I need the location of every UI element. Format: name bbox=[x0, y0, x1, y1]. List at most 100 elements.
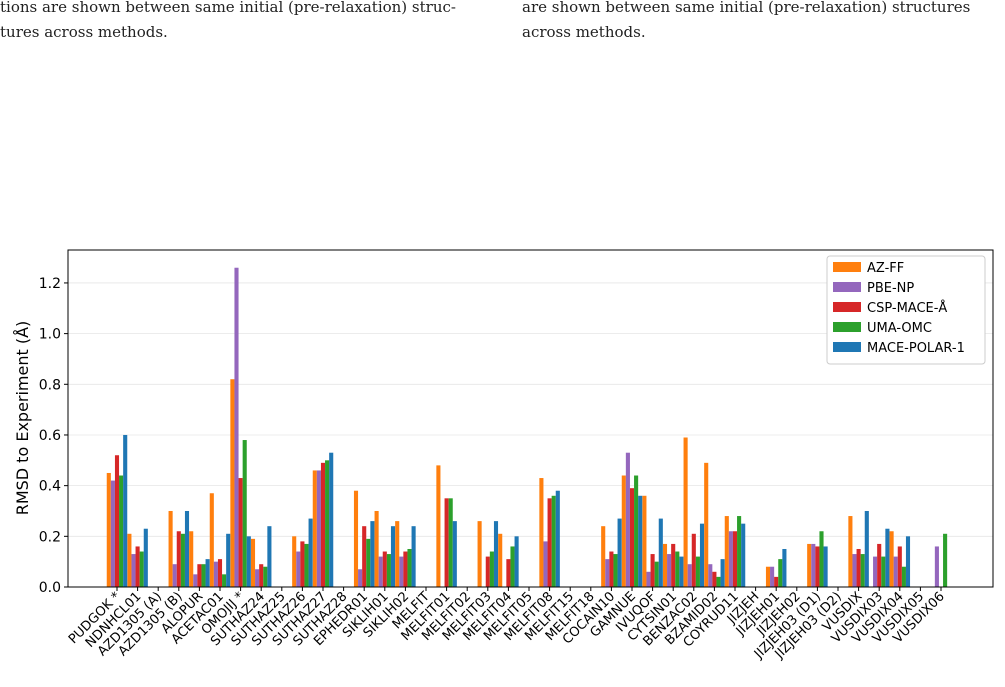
bar bbox=[292, 536, 297, 587]
y-tick-label: 0.2 bbox=[39, 529, 61, 545]
caption-line: tures across methods. bbox=[0, 23, 168, 41]
bar bbox=[807, 543, 812, 587]
bar bbox=[250, 538, 256, 587]
bar bbox=[625, 452, 630, 587]
bar bbox=[217, 559, 223, 587]
legend-box bbox=[826, 255, 986, 365]
bar bbox=[127, 533, 132, 587]
bar bbox=[131, 554, 136, 587]
bar bbox=[353, 490, 359, 587]
bar bbox=[390, 526, 396, 587]
legend-label: PBE-NP bbox=[867, 281, 914, 296]
bar bbox=[539, 478, 544, 587]
bar bbox=[514, 536, 519, 587]
bar bbox=[201, 564, 206, 587]
bar bbox=[510, 546, 515, 587]
y-tick-label: 0.4 bbox=[39, 479, 61, 495]
bar bbox=[255, 569, 260, 587]
bar bbox=[110, 480, 115, 587]
bar bbox=[728, 531, 733, 587]
bar bbox=[716, 576, 721, 587]
bar bbox=[893, 556, 898, 587]
bar bbox=[852, 554, 857, 587]
bar bbox=[675, 551, 680, 587]
bar bbox=[864, 510, 869, 587]
bar bbox=[316, 470, 321, 587]
bar bbox=[671, 543, 676, 587]
bar bbox=[193, 574, 198, 587]
bar bbox=[856, 548, 861, 587]
bar bbox=[617, 518, 622, 587]
bar bbox=[708, 564, 713, 587]
bar bbox=[905, 536, 911, 587]
bar bbox=[366, 538, 371, 587]
legend-label: CSP-MACE-Å bbox=[867, 300, 947, 316]
bar bbox=[378, 556, 383, 587]
bar bbox=[411, 526, 416, 587]
bar bbox=[547, 498, 552, 587]
bar bbox=[621, 475, 626, 587]
bar bbox=[222, 574, 227, 587]
bar bbox=[213, 561, 218, 587]
bar bbox=[885, 528, 890, 587]
bar bbox=[687, 564, 692, 587]
bar bbox=[189, 531, 194, 587]
bar bbox=[485, 556, 490, 587]
bar bbox=[601, 526, 606, 587]
bar bbox=[489, 551, 494, 587]
bar bbox=[209, 493, 214, 587]
bar bbox=[555, 490, 560, 587]
y-tick-label: 0.8 bbox=[39, 377, 61, 393]
bar bbox=[732, 531, 738, 587]
bar bbox=[720, 559, 725, 587]
bar bbox=[452, 521, 457, 587]
bar bbox=[774, 576, 779, 587]
bar bbox=[897, 546, 902, 587]
bar bbox=[712, 571, 717, 587]
bar bbox=[180, 533, 185, 587]
bar bbox=[629, 488, 635, 587]
bar bbox=[699, 523, 705, 587]
y-tick-label: 1.2 bbox=[39, 276, 61, 292]
caption-line: tions are shown between same initial (pr… bbox=[0, 0, 456, 16]
bar bbox=[679, 556, 684, 587]
bar bbox=[642, 495, 647, 587]
bar bbox=[823, 546, 828, 587]
bar bbox=[654, 561, 659, 587]
bar bbox=[819, 531, 824, 587]
bar bbox=[646, 571, 651, 587]
bar bbox=[246, 536, 251, 587]
bar bbox=[168, 510, 173, 587]
legend: AZ-FF PBE-NP CSP-MACE-Å UMA-OMC MACE-POLAR-1 bbox=[826, 255, 986, 365]
bar bbox=[724, 516, 729, 587]
legend-swatch bbox=[833, 342, 861, 352]
plot-frame bbox=[67, 249, 994, 588]
bar bbox=[662, 543, 668, 587]
bar bbox=[943, 533, 948, 587]
bar bbox=[119, 475, 124, 587]
bar bbox=[358, 569, 363, 587]
bar bbox=[881, 556, 886, 587]
bar bbox=[234, 267, 239, 587]
bar bbox=[135, 546, 140, 587]
bar bbox=[407, 548, 412, 587]
bar bbox=[448, 498, 453, 587]
bar bbox=[114, 455, 120, 587]
bar bbox=[399, 556, 404, 587]
y-tick-label: 0.6 bbox=[39, 428, 61, 444]
bar bbox=[374, 510, 379, 587]
bar bbox=[695, 556, 700, 587]
legend-swatch bbox=[833, 262, 861, 272]
bar bbox=[123, 434, 128, 587]
bar bbox=[683, 437, 688, 587]
bar bbox=[300, 541, 305, 587]
bar bbox=[197, 564, 202, 587]
bar bbox=[304, 543, 309, 587]
bar bbox=[325, 460, 330, 587]
bar bbox=[403, 551, 408, 587]
legend-swatch bbox=[833, 302, 861, 312]
legend-label: UMA-OMC bbox=[867, 321, 932, 336]
y-tick-label: 0.0 bbox=[39, 580, 61, 596]
bar bbox=[934, 546, 939, 587]
caption-line: across methods. bbox=[522, 23, 646, 41]
